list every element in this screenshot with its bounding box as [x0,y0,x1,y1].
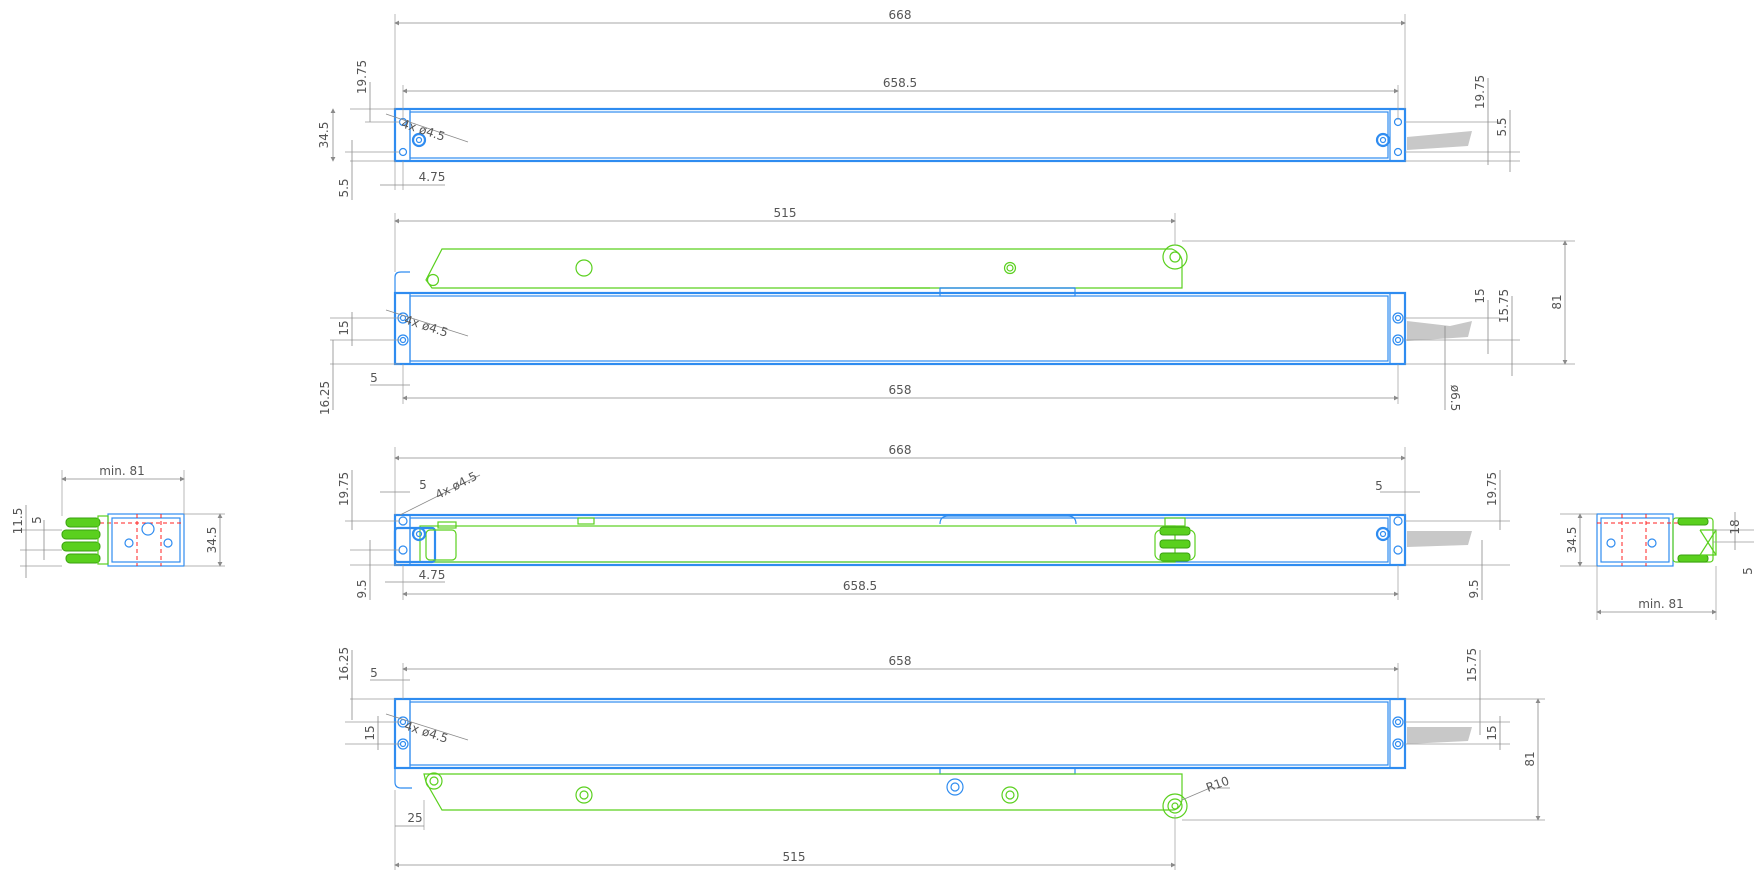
mounting-hole [398,147,408,157]
dim-hole-span: 658.5 [843,579,877,593]
roller-stack [1154,526,1196,562]
hole-callout: 4x ø4.5 [433,469,479,502]
dim-radius: R10 [1204,774,1231,795]
dim-right-pitch: 15 [1485,725,1499,740]
dim-hole-span: 658 [889,383,912,397]
lever-arm [425,248,1183,289]
dim-arm-offset: 25 [407,811,422,825]
dim-top-offset: 16.25 [337,647,351,681]
lever-arm [419,525,1176,563]
screw-head [1375,132,1391,148]
end-view-left: min. 81 11.5 5 34.5 [11,464,225,578]
dim-right-pitch: 15 [1473,288,1487,303]
dim-height-open: 81 [1523,751,1537,766]
dim-overall-length: 668 [889,443,912,457]
housing-inner [409,111,1389,159]
dim-right-top-offset: 19.75 [1473,75,1487,109]
dim-cut-label: 5 [1741,567,1754,575]
cable [1407,727,1472,744]
dim-right-offset: 15.75 [1497,289,1511,323]
dim-edge-offset: 4.75 [419,568,446,582]
dim-hole-pitch: 15 [363,725,377,740]
dim-right-top-offset: 19.75 [1485,472,1499,506]
arm-hole [575,259,593,277]
arm-hole [425,772,443,790]
end-block [393,526,437,564]
arm-hole [575,786,593,804]
dim-height-open: 81 [1550,294,1564,309]
dim-left-top-offset: 19.75 [355,60,369,94]
end-view-right: 34.5 18 5 min. 81 [1560,512,1754,620]
side-view-open-upper: 515 4x ø4.5 15 16.25 5 658 15 15.75 81 ø… [318,206,1575,415]
dim-min-length: min. 81 [1638,597,1684,611]
dim-edge-offset-left: 5 [419,478,427,492]
dim-edge-offset: 5 [370,666,378,680]
mounting-hole [1392,312,1404,324]
mounting-hole [1392,738,1404,750]
dim-right-bottom-offset: 9.5 [1467,579,1481,598]
housing-body [393,291,1407,366]
end-housing [107,513,185,567]
housing-body [393,513,1407,567]
dim-arm-length: 515 [774,206,797,220]
pivot-joint [1162,793,1188,819]
dim-width: 34.5 [317,122,331,149]
arm-hole [1001,786,1019,804]
side-view-open-lower: 16.25 5 658 15.75 4x ø4.5 15 15 81 R10 2… [337,647,1545,870]
dim-hole-pitch: 15 [337,320,351,335]
dim-edge-offset: 5 [370,371,378,385]
dim-height: 18 [1728,519,1742,534]
dim-right-bottom-offset: 5.5 [1495,117,1509,136]
dim-hole-span: 658 [889,654,912,668]
dim-edge-offset-right: 5 [1375,479,1383,493]
housing-body [393,697,1407,770]
cable [1407,131,1472,150]
arm-hole [426,273,440,287]
mounting-hole [1392,334,1404,346]
pivot-joint [1162,244,1188,270]
top-view: 668 658.5 34.5 19.75 5.5 4x ø4.5 4.75 19… [317,8,1520,200]
hole-callout: 4x ø4.5 [400,117,447,144]
cable [1407,531,1472,547]
dim-left-bottom-offset: 9.5 [355,579,369,598]
lever-arm [423,773,1183,811]
dim-min-length: min. 81 [99,464,145,478]
arm-hole [1003,261,1017,275]
dim-left-top-offset: 19.75 [337,472,351,506]
roller-stack [1672,517,1717,563]
dim-edge-offset: 4.75 [419,170,446,184]
dim-height-b: 5 [30,516,44,524]
dim-hole-span: 658.5 [883,76,917,90]
bottom-view: 668 19.75 5 4x ø4.5 5 19.75 9.5 4.75 658… [337,443,1510,600]
dim-height-a: 11.5 [11,508,25,535]
dim-bottom-offset: 16.25 [318,381,332,415]
dim-width: 34.5 [1565,527,1579,554]
dim-arm-length: 515 [783,850,806,864]
cable [1407,321,1472,341]
dim-left-bottom-offset: 5.5 [337,178,351,197]
mounting-hole [1392,716,1404,728]
dim-right-offset: 15.75 [1465,648,1479,682]
mounting-hole [1393,147,1403,157]
arm-hole [946,778,964,796]
dim-cable-diameter: ø6.5 [1448,385,1462,411]
screw-head [411,132,427,148]
dim-width: 34.5 [205,527,219,554]
dim-overall-length: 668 [889,8,912,22]
housing-body [393,107,1407,163]
roller-stack [61,515,109,565]
